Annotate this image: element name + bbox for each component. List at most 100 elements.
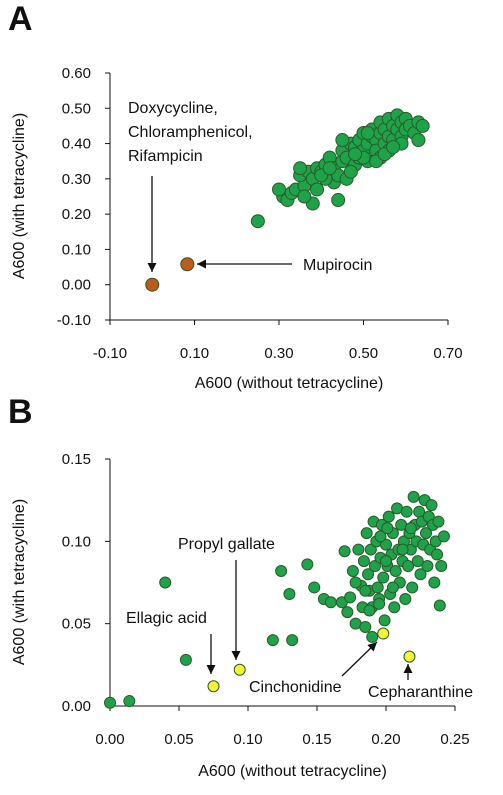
panel-a-data-point	[348, 147, 363, 162]
panel-a-highlight-point	[180, 257, 195, 272]
annotation-cinchonidine: Cinchonidine	[249, 679, 342, 696]
panel-a-data-point	[343, 164, 358, 179]
panel-b-data-point	[364, 543, 377, 556]
panel-b-data-point	[406, 581, 419, 594]
panel-b-data-point	[368, 560, 381, 573]
panel-a-y-tick-label: 0.40	[62, 136, 91, 153]
panel-a-y-tick-label: 0.10	[62, 241, 91, 258]
panel-a-data-point	[272, 182, 286, 197]
panel-b-data-point	[363, 604, 376, 617]
annotation-mupirocin: Mupirocin	[303, 257, 372, 274]
panel-b-data-point	[414, 568, 427, 581]
annotation-doxycycline-line: Rifampicin	[128, 148, 203, 165]
panel-b-data-point	[374, 530, 387, 543]
panel-b-data-point	[344, 591, 357, 604]
panel-b-data-point	[428, 576, 441, 589]
panel-b-data-point	[407, 490, 420, 503]
panel-b-data-point	[301, 558, 314, 571]
panel-b-y-tick-label: 0.10	[62, 533, 91, 550]
panel-b-data-point	[275, 564, 288, 577]
panel-a-x-tick-label: 0.50	[349, 345, 378, 362]
panel-b-data-point	[389, 564, 402, 577]
panel-b-x-tick-label: 0.25	[440, 731, 469, 748]
annotation-doxycycline-arrow-head	[147, 263, 157, 272]
panel-b-highlight-point	[233, 663, 246, 676]
panel-b-data-point	[159, 576, 172, 589]
panel-b-data-point	[283, 588, 296, 601]
panel-b-data-point	[104, 696, 116, 709]
panel-b-data-point	[399, 592, 412, 605]
panel-b-data-point	[346, 564, 359, 577]
panel-a-x-tick-label: 0.10	[180, 345, 209, 362]
panel-a-data-point	[322, 161, 337, 176]
panel-b-data-point	[123, 695, 136, 708]
panel-b-data-point	[357, 555, 370, 568]
panel-b-data-point	[396, 543, 409, 556]
annotation-cinchonidine-arrow-head	[367, 642, 377, 652]
panel-b-x-axis-label: A600 (without tetracycline)	[198, 763, 387, 780]
panel-b-data-point	[324, 596, 337, 609]
panel-a-y-tick-label: 0.60	[62, 65, 91, 82]
panel-a-data-point	[297, 189, 312, 204]
panel-b-data-point	[349, 576, 362, 589]
panel-b-data-point	[266, 634, 279, 647]
annotation-cepharanthine: Cepharanthine	[368, 684, 473, 701]
panel-b-x-tick-label: 0.15	[302, 731, 331, 748]
panel-a-data-point	[250, 214, 265, 229]
panel-b-x-tick-label: 0.10	[233, 731, 262, 748]
panel-a-data-point	[331, 193, 346, 208]
panel-a-y-tick-label: -0.10	[57, 312, 91, 329]
panel-b-data-point	[382, 510, 395, 523]
panel-b-data-point	[380, 538, 392, 551]
panel-b-y-axis-label: A600 (with tetracycline)	[11, 499, 28, 665]
panel-a-y-axis-label: A600 (with tetracycline)	[11, 113, 28, 279]
panel-b-data-point	[362, 568, 375, 581]
panel-b-data-point	[286, 634, 299, 647]
panel-b-data-point	[341, 606, 354, 619]
panel-a-data-point	[411, 133, 426, 148]
panel-a-data-point	[386, 140, 401, 155]
panel-a-x-axis-label: A600 (without tetracycline)	[195, 375, 384, 392]
panel-b-data-point	[400, 505, 413, 518]
panel-b-data-point	[378, 614, 391, 627]
annotation-mupirocin-arrow-head	[197, 259, 206, 269]
panel-b-x-tick-label: 0.05	[164, 731, 193, 748]
panel-b-highlight-point	[403, 650, 416, 663]
panel-a-y-tick-label: 0.50	[62, 100, 91, 117]
annotation-propyl-gallate-arrow-head	[231, 651, 241, 660]
annotation-ellagic-acid-arrow-head	[206, 665, 216, 674]
panel-b-data-point	[373, 597, 386, 610]
panel-b-data-point	[402, 560, 415, 573]
panel-a-label: A	[8, 0, 33, 38]
panel-a-x-tick-label: -0.10	[93, 345, 127, 362]
panel-a-data-point	[310, 182, 325, 197]
panel-a-x-tick-label: 0.70	[433, 345, 462, 362]
panel-b-label: B	[8, 393, 33, 431]
panel-b-data-point	[388, 601, 401, 614]
panel-b-data-point	[421, 560, 434, 573]
panel-a-x-tick-label: 0.30	[264, 345, 293, 362]
panel-b-data-point	[381, 522, 394, 535]
annotation-doxycycline-line: Chloramphenicol,	[128, 124, 253, 141]
panel-a-data-point	[360, 125, 375, 140]
panel-b-data-point	[380, 555, 392, 568]
panel-b-data-point	[360, 527, 373, 540]
panel-b-data-point	[352, 543, 365, 556]
panel-b-x-tick-label: 0.20	[371, 731, 400, 748]
annotation-propyl-gallate: Propyl gallate	[178, 536, 275, 553]
panel-b-data-point	[431, 548, 444, 561]
panel-b-x-tick-label: 0.00	[95, 731, 124, 748]
panel-a-highlight-point	[145, 277, 160, 292]
panel-b-data-point	[377, 571, 390, 584]
panel-b-y-tick-label: 0.05	[62, 616, 91, 633]
panel-b-data-point	[437, 530, 450, 543]
panel-b-data-point	[308, 581, 321, 594]
panel-a-y-tick-label: 0.00	[62, 277, 91, 294]
panel-b-data-point	[404, 522, 417, 535]
panel-a-data-point	[335, 133, 350, 148]
panel-b-highlight-point	[377, 627, 390, 640]
panel-a-y-tick-label: 0.20	[62, 206, 91, 223]
panel-b-highlight-point	[207, 680, 220, 693]
annotation-cepharanthine-arrow-head	[403, 664, 413, 673]
panel-b-data-point	[359, 584, 372, 597]
